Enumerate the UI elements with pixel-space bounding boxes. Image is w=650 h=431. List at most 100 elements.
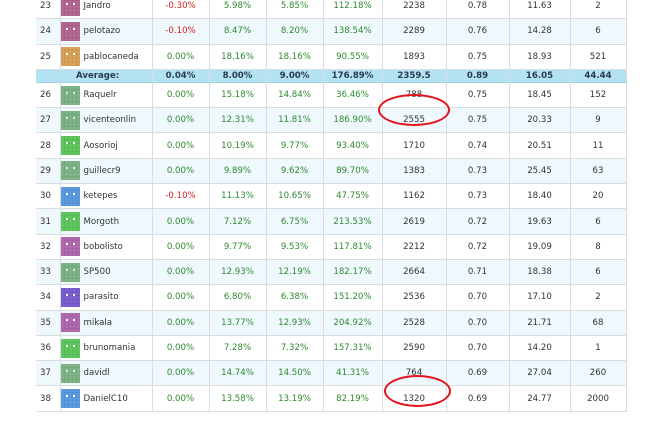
change-cell: 0.00% bbox=[152, 360, 210, 387]
table-row: 34 parasito 0.00% 6.80% 6.38% 151.20% 2536 0.70… bbox=[36, 284, 627, 311]
percent-cell-b: 14.84% bbox=[266, 82, 324, 109]
username-link[interactable]: pablocaneda bbox=[83, 51, 139, 62]
value-cell: 1320 bbox=[382, 385, 447, 412]
percent-cell-a: 15.18% bbox=[209, 82, 267, 109]
username-cell: Jandro bbox=[60, 0, 153, 20]
count-cell: 6 bbox=[570, 208, 627, 235]
jandro-icon[interactable] bbox=[60, 0, 80, 16]
table-row: 33 SP500 0.00% 12.93% 12.19% 182.17% 2664 0.71 1… bbox=[36, 259, 627, 286]
username-link[interactable]: parasito bbox=[83, 292, 119, 303]
sp500-icon[interactable] bbox=[60, 262, 80, 282]
username-link[interactable]: mikala bbox=[83, 317, 113, 328]
aosorioj-icon[interactable] bbox=[60, 136, 80, 156]
username-link[interactable]: pelotazo bbox=[83, 26, 121, 37]
username-link[interactable]: bobolisto bbox=[83, 241, 123, 252]
percent-cell-c: 138.54% bbox=[323, 18, 383, 45]
percent-cell-c: 182.17% bbox=[323, 259, 383, 286]
value-cell: 2664 bbox=[382, 259, 447, 286]
danielc10-icon[interactable] bbox=[60, 389, 80, 409]
percent-cell-a: 7.12% bbox=[209, 208, 267, 235]
metric-cell: 20.33 bbox=[509, 107, 571, 134]
value-cell: 2590 bbox=[382, 335, 447, 362]
percent-cell-c: 41.31% bbox=[323, 360, 383, 387]
rank-cell: 29 bbox=[36, 158, 61, 185]
pablocaneda-icon[interactable] bbox=[60, 47, 80, 67]
guillecr9-icon[interactable] bbox=[60, 161, 80, 181]
username-cell: Aosorioj bbox=[60, 132, 153, 159]
value-cell: 2528 bbox=[382, 310, 447, 336]
change-cell: 0.00% bbox=[152, 208, 210, 235]
count-cell: 11 bbox=[570, 132, 627, 159]
username-link[interactable]: ketepes bbox=[83, 191, 118, 202]
bobolisto-icon[interactable] bbox=[60, 237, 80, 257]
username-cell: guillecr9 bbox=[60, 158, 153, 185]
rank-cell: 27 bbox=[36, 107, 61, 134]
percent-cell-c: 186.90% bbox=[323, 107, 383, 134]
change-cell: -0.10% bbox=[152, 18, 210, 45]
ratio-cell: 0.78 bbox=[446, 0, 510, 20]
percent-cell-b: 6.75% bbox=[266, 208, 324, 235]
percent-cell-a: 12.93% bbox=[209, 259, 267, 286]
percent-cell-c: 47.75% bbox=[323, 183, 383, 210]
morgoth-icon[interactable] bbox=[60, 212, 80, 232]
percent-cell-c: 112.18% bbox=[323, 0, 383, 20]
ratio-cell: 0.74 bbox=[446, 132, 510, 159]
username-link[interactable]: DanielC10 bbox=[83, 393, 128, 404]
percent-cell-a: 11.13% bbox=[209, 183, 267, 210]
username-link[interactable]: guillecr9 bbox=[83, 165, 121, 176]
count-cell: 6 bbox=[570, 18, 627, 45]
count-cell: 68 bbox=[570, 310, 627, 336]
change-cell: 0.00% bbox=[152, 385, 210, 412]
table-row: 32 bobolisto 0.00% 9.77% 9.53% 117.81% 2212 0.7… bbox=[36, 234, 627, 260]
percent-cell-c: 36.46% bbox=[323, 82, 383, 109]
pelotazo-icon[interactable] bbox=[60, 21, 80, 41]
rank-cell: 26 bbox=[36, 82, 61, 109]
ketepes-icon[interactable] bbox=[60, 186, 80, 206]
ranking-table: 23 Jandro -0.30% 5.98% 5.85% 112.18% 2238 0.78 1… bbox=[36, 0, 627, 412]
metric-cell: 18.93 bbox=[509, 44, 571, 70]
table-row: 27 vicenteonlin 0.00% 12.31% 11.81% 186.90% 25… bbox=[36, 107, 627, 134]
raquelr-icon[interactable] bbox=[60, 85, 80, 105]
rank-cell: 32 bbox=[36, 234, 61, 260]
rank-cell: 25 bbox=[36, 44, 61, 70]
percent-cell-c: 213.53% bbox=[323, 208, 383, 235]
username-link[interactable]: Morgoth bbox=[83, 216, 120, 227]
change-cell: 0.00% bbox=[152, 44, 210, 70]
ratio-cell: 0.69 bbox=[446, 385, 510, 412]
metric-cell: 11.63 bbox=[509, 0, 571, 20]
ratio-cell: 0.73 bbox=[446, 183, 510, 210]
brunomania-icon[interactable] bbox=[60, 338, 80, 358]
percent-cell-b: 12.19% bbox=[266, 259, 324, 286]
username-link[interactable]: SP500 bbox=[83, 267, 111, 278]
mikala-icon[interactable] bbox=[60, 313, 80, 333]
username-link[interactable]: Raquelr bbox=[83, 90, 117, 101]
percent-cell-a: 12.31% bbox=[209, 107, 267, 134]
username-link[interactable]: vicenteonlin bbox=[83, 115, 137, 126]
username-cell: mikala bbox=[60, 310, 153, 336]
vicenteonlin-icon[interactable] bbox=[60, 110, 80, 130]
ratio-cell: 0.72 bbox=[446, 208, 510, 235]
username-link[interactable]: Jandro bbox=[83, 1, 111, 12]
username-link[interactable]: brunomania bbox=[83, 343, 136, 353]
table-row: 25 pablocaneda 0.00% 18.16% 18.16% 90.55% 1893… bbox=[36, 44, 627, 70]
parasito-icon[interactable] bbox=[60, 287, 80, 307]
count-cell: 2 bbox=[570, 0, 627, 20]
rank-cell: 38 bbox=[36, 385, 61, 412]
percent-cell-a: 18.16% bbox=[209, 44, 267, 70]
username-cell: ketepes bbox=[60, 183, 153, 210]
rank-cell: 30 bbox=[36, 183, 61, 210]
change-cell: 0.00% bbox=[152, 284, 210, 311]
percent-cell-b: 13.19% bbox=[266, 385, 324, 412]
metric-cell: 18.45 bbox=[509, 82, 571, 109]
change-cell: 0.00% bbox=[152, 259, 210, 286]
change-cell: 0.00% bbox=[152, 234, 210, 260]
ratio-cell: 0.75 bbox=[446, 82, 510, 109]
metric-cell: 17.10 bbox=[509, 284, 571, 311]
username-link[interactable]: davidl bbox=[83, 368, 110, 379]
change-cell: 0.00% bbox=[152, 310, 210, 336]
username-link[interactable]: Aosorioj bbox=[83, 140, 118, 151]
change-cell: 0.00% bbox=[152, 82, 210, 109]
ratio-cell: 0.76 bbox=[446, 18, 510, 45]
davidl-icon[interactable] bbox=[60, 363, 80, 383]
value-cell: 2289 bbox=[382, 18, 447, 45]
